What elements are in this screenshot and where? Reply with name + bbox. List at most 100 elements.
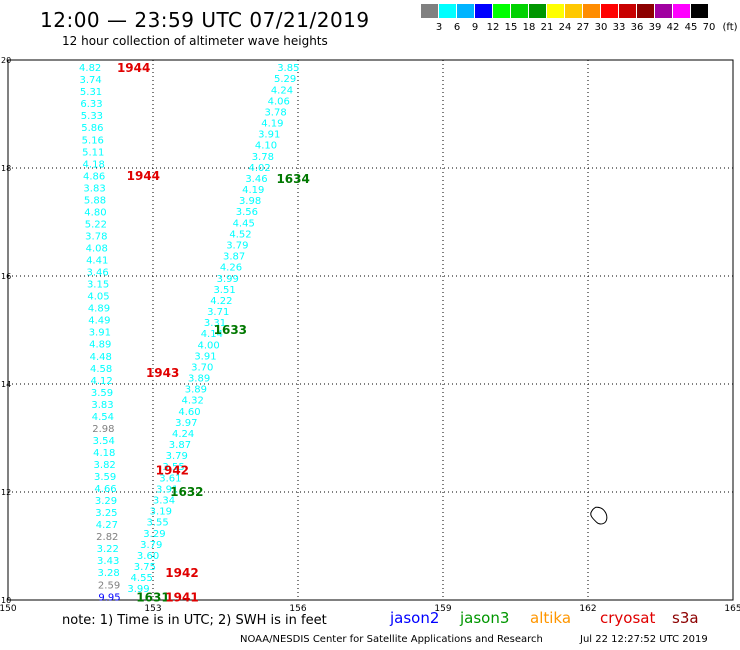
page-title: 12:00 — 23:59 UTC 07/21/2019 xyxy=(40,8,370,32)
wave-height-value: 3.99 xyxy=(217,274,239,285)
legend-swatch xyxy=(637,4,654,18)
pass-time-label: 1634 xyxy=(276,172,309,186)
wave-height-value: 3.15 xyxy=(87,280,109,291)
wave-height-value: 4.89 xyxy=(89,340,111,351)
map-frame xyxy=(7,59,734,601)
wave-height-value: 3.99 xyxy=(127,584,149,595)
wave-height-value: 4.54 xyxy=(92,412,114,423)
wave-height-value: 9.95 xyxy=(98,592,120,603)
pass-time-label: 1632 xyxy=(170,485,203,499)
lon-tick-label: 159 xyxy=(434,604,451,614)
wave-height-value: 3.97 xyxy=(175,418,197,429)
wave-height-value: 3.54 xyxy=(93,436,115,447)
wave-height-value: 3.71 xyxy=(207,307,229,318)
lat-tick-label: 18 xyxy=(1,164,11,173)
wave-height-value: 4.22 xyxy=(210,296,232,307)
wave-height-value: 3.25 xyxy=(95,508,117,519)
island-coastline xyxy=(590,506,608,525)
legend-swatch xyxy=(529,4,546,18)
satellite-legend-item: jason3 xyxy=(460,609,510,627)
pass-time-label: 1631 xyxy=(136,590,169,604)
wave-height-value: 3.79 xyxy=(166,451,188,462)
wave-height-value: 3.55 xyxy=(162,462,184,473)
legend-label: 27 xyxy=(576,22,590,33)
wave-height-value: 4.89 xyxy=(88,304,110,315)
legend-swatch xyxy=(511,4,528,18)
legend-swatch xyxy=(493,4,510,18)
wave-height-value: 2.59 xyxy=(98,580,120,591)
wave-height-value: 5.29 xyxy=(274,74,296,85)
legend-swatch xyxy=(565,4,582,18)
wave-height-value: 3.31 xyxy=(204,318,226,329)
wave-height-value: 3.82 xyxy=(94,460,116,471)
lat-tick-label: 16 xyxy=(1,272,11,281)
wave-height-value: 3.75 xyxy=(134,562,156,573)
lon-tick-label: 153 xyxy=(144,604,161,614)
legend-label: 3 xyxy=(435,22,443,33)
wave-height-value: 3.78 xyxy=(264,107,286,118)
pass-time-label: 1943 xyxy=(146,366,179,380)
legend-swatch xyxy=(691,4,708,18)
lon-tick-label: 165 xyxy=(724,604,740,614)
wave-height-value: 3.79 xyxy=(140,540,162,551)
legend-swatch xyxy=(475,4,492,18)
wave-height-value: 4.19 xyxy=(261,119,283,130)
wave-height-value: 4.14 xyxy=(201,329,223,340)
wave-height-value: 3.91 xyxy=(156,484,178,495)
credit-text: NOAA/NESDIS Center for Satellite Applica… xyxy=(240,634,543,645)
wave-height-value: 3.74 xyxy=(79,75,101,86)
legend-unit: (ft) xyxy=(722,22,738,33)
legend-label: 18 xyxy=(522,22,536,33)
legend-label: 30 xyxy=(594,22,608,33)
pass-time-label: 1633 xyxy=(214,323,247,337)
wave-height-value: 4.80 xyxy=(84,207,106,218)
wave-height-value: 3.89 xyxy=(188,374,210,385)
legend-swatch xyxy=(619,4,636,18)
wave-height-value: 4.02 xyxy=(249,163,271,174)
legend-label: 45 xyxy=(684,22,698,33)
wave-height-value: 4.66 xyxy=(94,484,116,495)
legend-swatch xyxy=(421,4,438,18)
wave-height-value: 4.12 xyxy=(90,376,112,387)
legend-swatch xyxy=(457,4,474,18)
wave-height-value: 3.29 xyxy=(95,496,117,507)
timestamp: Jul 22 12:27:52 UTC 2019 xyxy=(580,634,708,645)
pass-time-label: 1944 xyxy=(117,61,150,75)
legend-label: 6 xyxy=(453,22,461,33)
lat-tick-label: 12 xyxy=(1,488,11,497)
wave-height-value: 3.59 xyxy=(91,388,113,399)
lat-tick-label: 10 xyxy=(1,596,11,605)
wave-height-value: 4.58 xyxy=(90,364,112,375)
wave-height-value: 3.59 xyxy=(94,472,116,483)
legend-label: 21 xyxy=(540,22,554,33)
satellite-legend-item: cryosat xyxy=(600,609,656,627)
legend-label: 39 xyxy=(648,22,662,33)
wave-height-value: 5.22 xyxy=(85,219,107,230)
wave-height-value: 3.19 xyxy=(150,507,172,518)
wave-height-value: 3.91 xyxy=(258,130,280,141)
wave-height-value: 5.86 xyxy=(81,123,103,134)
wave-height-value: 4.24 xyxy=(271,85,293,96)
wave-height-value: 2.98 xyxy=(92,424,114,435)
wave-height-value: 3.29 xyxy=(143,529,165,540)
wave-height-value: 5.88 xyxy=(84,195,106,206)
legend-swatch xyxy=(439,4,456,18)
wave-height-value: 3.61 xyxy=(159,473,181,484)
wave-height-value: 4.10 xyxy=(255,141,277,152)
legend-label: 15 xyxy=(504,22,518,33)
wave-height-value: 3.83 xyxy=(83,183,105,194)
wave-height-value: 5.33 xyxy=(81,111,103,122)
legend-label: 36 xyxy=(630,22,644,33)
pass-time-label: 1942 xyxy=(165,566,198,580)
pass-time-label: 1942 xyxy=(156,463,189,477)
wave-height-value: 4.41 xyxy=(86,256,108,267)
wave-height-value: 3.91 xyxy=(89,328,111,339)
wave-height-value: 3.85 xyxy=(277,63,299,74)
lat-tick-label: 14 xyxy=(1,380,11,389)
wave-height-value: 3.60 xyxy=(137,551,159,562)
legend-label: 12 xyxy=(486,22,500,33)
wave-height-value: 4.06 xyxy=(268,96,290,107)
lat-tick-label: 20 xyxy=(1,56,11,65)
